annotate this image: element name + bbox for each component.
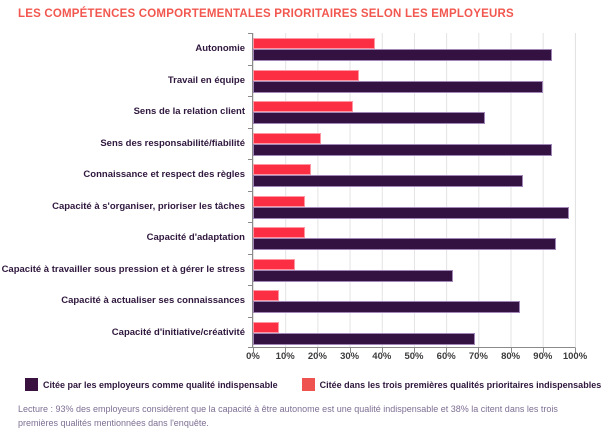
bar-indispensable — [253, 238, 556, 250]
reading-note: Lecture : 93% des employeurs considèrent… — [18, 404, 558, 428]
y-axis-tick — [248, 96, 252, 97]
category-label: Connaissance et respect des règles — [83, 169, 245, 180]
bar-indispensable — [253, 206, 569, 219]
red-swatch-icon — [301, 378, 315, 391]
x-axis-label: 80% — [501, 351, 521, 362]
bar-top3 — [253, 290, 279, 301]
x-axis-label: 90% — [533, 351, 553, 362]
x-axis-tick — [253, 348, 254, 353]
bar-group — [253, 65, 575, 97]
y-axis-tick — [248, 316, 252, 318]
bar-group — [253, 222, 575, 254]
bar-group — [253, 285, 575, 317]
bar-indispensable — [253, 80, 543, 93]
x-axis-tick — [542, 348, 544, 353]
y-axis-tick — [248, 190, 252, 192]
x-axis-tick — [414, 348, 415, 353]
x-axis-label: 100% — [562, 351, 588, 362]
x-axis-label: 20% — [307, 351, 327, 362]
x-axis-tick — [381, 348, 383, 353]
y-axis-tick — [248, 285, 252, 286]
x-axis-label: 60% — [436, 351, 456, 362]
x-axis-tick — [478, 348, 480, 353]
bar-top3 — [253, 38, 376, 49]
y-axis-tick — [248, 64, 252, 66]
bar-indispensable — [253, 175, 524, 187]
category-label: Capacité à actualiser ses connaissances — [61, 295, 245, 306]
x-axis-label: 70% — [468, 351, 488, 362]
legend-item-top3: Citée dans les trois premières qualités … — [301, 378, 602, 391]
chart-title: LES COMPÉTENCES COMPORTEMENTALES PRIORIT… — [18, 8, 514, 20]
y-axis-tick — [248, 222, 252, 223]
category-label: Travail en équipe — [167, 74, 245, 86]
category-label: Capacité d'adaptation — [146, 232, 245, 243]
bar-indispensable — [253, 112, 485, 124]
bar-indispensable — [253, 332, 476, 345]
bar-group — [253, 96, 575, 128]
bar-group — [253, 33, 575, 65]
bar-indispensable — [253, 49, 553, 61]
x-axis-tick — [317, 348, 319, 353]
category-label: Capacité à s'organiser, prioriser les tâ… — [52, 200, 245, 212]
y-axis-tick — [248, 253, 252, 255]
chart-legend: Citée par les employeurs comme qualité i… — [25, 378, 601, 391]
y-axis-tick — [248, 33, 252, 34]
bar-top3 — [253, 227, 305, 238]
legend-label-top3: Citée dans les trois premières qualités … — [319, 379, 602, 390]
x-axis-label: 0% — [246, 351, 260, 362]
category-label: Sens de la relation client — [133, 106, 245, 117]
x-axis-label: 30% — [340, 351, 360, 362]
x-axis-label: 10% — [275, 351, 295, 362]
y-axis-tick — [248, 159, 252, 160]
x-axis-tick — [510, 348, 512, 353]
x-axis-tick — [285, 348, 287, 353]
category-label: Capacité d'initiative/créativité — [111, 326, 245, 338]
bar-group — [253, 254, 575, 286]
bar-top3 — [253, 321, 279, 333]
x-axis-label: 40% — [372, 351, 392, 362]
bar-top3 — [253, 164, 311, 175]
y-axis-tick — [248, 127, 252, 129]
bar-indispensable — [253, 143, 553, 156]
category-label: Autonomie — [195, 43, 245, 54]
bar-group — [253, 128, 575, 160]
legend-label-indispensable: Citée par les employeurs comme qualité i… — [43, 379, 278, 390]
x-axis-tick — [575, 348, 576, 353]
bar-top3 — [253, 195, 305, 207]
bar-top3 — [253, 132, 321, 144]
bar-top3 — [253, 258, 295, 270]
bar-group — [253, 159, 575, 191]
bar-group — [253, 191, 575, 223]
bar-group — [253, 317, 575, 349]
legend-item-indispensable: Citée par les employeurs comme qualité i… — [25, 378, 278, 391]
bar-indispensable — [253, 269, 453, 282]
plot-area: Autonomie Travail en équipe Sens de la rel… — [2, 33, 587, 362]
y-axis-tick — [248, 347, 252, 348]
purple-swatch-icon — [25, 378, 38, 391]
x-axis-tick — [349, 348, 351, 353]
bar-indispensable — [253, 301, 521, 313]
category-label: Sens des responsabilité/fiabilité — [100, 137, 245, 149]
x-axis-label: 50% — [404, 351, 424, 362]
bar-top3 — [253, 69, 360, 81]
category-label: Capacité à travailler sous pression et à… — [1, 263, 245, 275]
bar-top3 — [253, 101, 353, 112]
x-axis-tick — [446, 348, 448, 353]
